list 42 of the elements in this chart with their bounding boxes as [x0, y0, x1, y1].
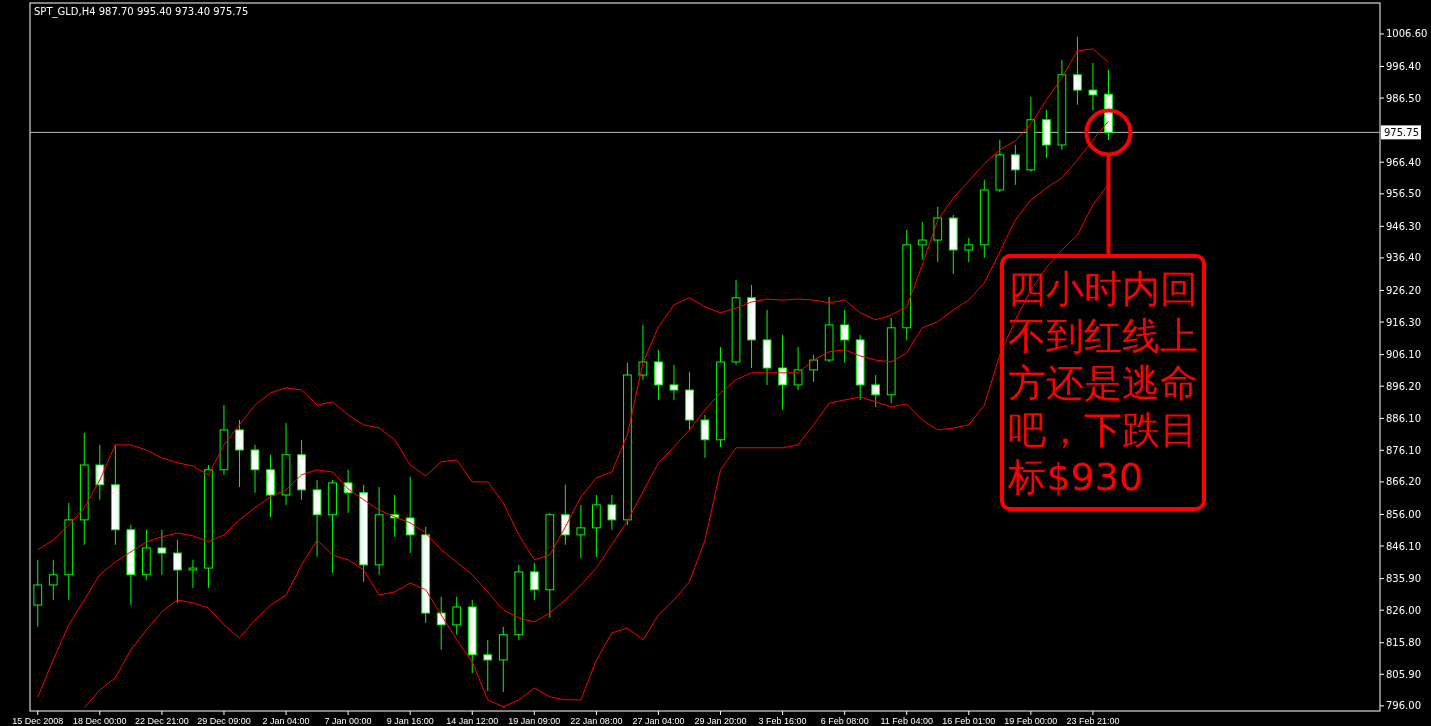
xtick: 22 Jan 08:00: [570, 716, 623, 726]
xtick: 9 Jan 16:00: [386, 716, 434, 726]
xtick: 19 Jan 09:00: [508, 716, 561, 726]
xtick: 27 Jan 04:00: [632, 716, 685, 726]
xtick: 15 Dec 2008: [12, 716, 64, 726]
ytick: 866.20: [1386, 476, 1421, 488]
ytick: 966.40: [1386, 156, 1421, 168]
xtick: 22 Dec 21:00: [135, 716, 189, 726]
ytick: 906.10: [1386, 349, 1421, 361]
ytick: 835.90: [1386, 573, 1421, 585]
ytick: 815.80: [1386, 637, 1421, 649]
xtick: 29 Dec 09:00: [197, 716, 251, 726]
xtick: 18 Dec 00:00: [73, 716, 127, 726]
ytick: 805.90: [1386, 668, 1421, 680]
xtick: 6 Feb 08:00: [820, 716, 869, 726]
ytick: 886.10: [1386, 412, 1421, 424]
ytick: 956.50: [1386, 188, 1421, 200]
ytick: 826.00: [1386, 604, 1421, 616]
xtick: 29 Jan 20:00: [694, 716, 747, 726]
ytick: 876.10: [1386, 444, 1421, 456]
ytick: 916.30: [1386, 316, 1421, 328]
xtick: 11 Feb 04:00: [880, 716, 933, 726]
ytick: 896.20: [1386, 380, 1421, 392]
xtick: 16 Feb 01:00: [942, 716, 996, 726]
xtick: 14 Jan 12:00: [446, 716, 499, 726]
xtick: 19 Feb 00:00: [1004, 716, 1058, 726]
ytick: 856.00: [1386, 508, 1421, 520]
ref-label: 975.75: [1384, 126, 1419, 138]
xtick: 23 Feb 21:00: [1066, 716, 1120, 726]
ytick: 986.50: [1386, 92, 1421, 104]
ytick: 946.30: [1386, 220, 1421, 232]
xtick: 3 Feb 16:00: [758, 716, 807, 726]
ytick: 846.10: [1386, 540, 1421, 552]
title: SPT_GLD,H4 987.70 995.40 973.40 975.75: [34, 6, 249, 17]
ytick: 996.40: [1386, 61, 1421, 72]
ytick: 796.00: [1386, 700, 1421, 712]
ytick: 936.40: [1386, 252, 1421, 264]
annotation: 四小时内回不到红线上方还是逃命吧，下跌目标$930: [1000, 254, 1207, 512]
xtick: 2 Jan 04:00: [262, 716, 310, 726]
xtick: 7 Jan 00:00: [324, 716, 372, 726]
ytick: 926.20: [1386, 285, 1421, 296]
ytick: 1006.60: [1386, 28, 1428, 40]
